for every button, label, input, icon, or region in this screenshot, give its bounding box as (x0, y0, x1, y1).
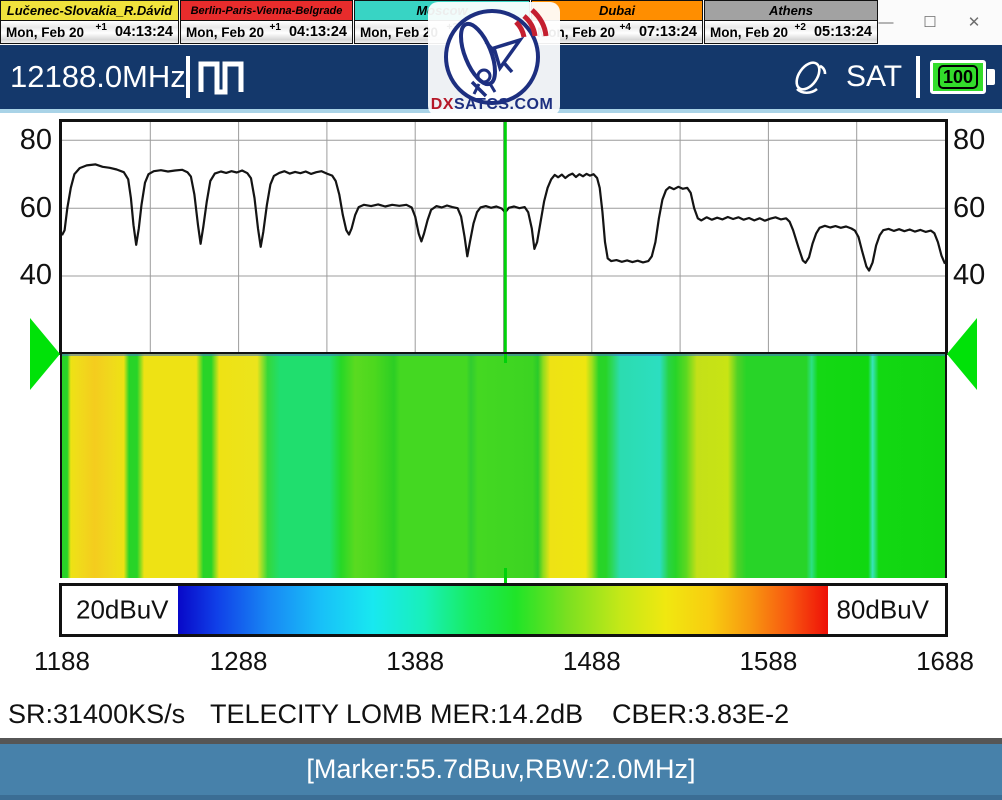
frequency-axis: 1188 1288 1388 1488 1588 1688 (34, 646, 974, 676)
marker-tick-bottom (504, 568, 507, 584)
clock-date: Mon, Feb 20 (360, 24, 439, 40)
waterfall-current-line (62, 354, 945, 356)
logo-signal-arc (522, 14, 538, 37)
y-tick-80-left: 80 (19, 124, 52, 156)
clock-lucenec-title: Lučenec-Slovakia_R.Dávid (1, 1, 178, 21)
close-icon[interactable]: ✕ (967, 14, 981, 31)
mer-readout: TELECITY LOMB MER:14.2dB (210, 699, 584, 729)
clock-city-label: Dubai (598, 3, 636, 18)
battery-level: 100 (937, 65, 979, 89)
bottom-divider (0, 738, 1002, 744)
marker-tick-top (504, 354, 507, 363)
spectrum-plot[interactable] (59, 119, 948, 355)
clock-date: Mon, Feb 20 (186, 24, 265, 40)
marker-line (503, 122, 507, 352)
clock-time: 05:13:24 (813, 24, 872, 40)
clock-utc-offset: +1 (269, 21, 281, 33)
y-tick-60-right: 60 (953, 192, 986, 224)
y-tick-40-right: 40 (953, 259, 986, 291)
clock-athens-time-row: Mon, Feb 20 +2 05:13:24 (705, 21, 877, 43)
plot-gridlines (62, 122, 945, 352)
clock-lucenec-time-row: Mon, Feb 20 +1 04:13:24 (1, 21, 178, 43)
maximize-icon[interactable]: ☐ (923, 14, 937, 31)
clock-city-label: Lučenec-Slovakia_R.Dávid (6, 3, 173, 18)
logo-figure (476, 68, 492, 84)
battery-nub (987, 69, 995, 85)
logo-sail (491, 36, 525, 72)
status-row: SR:31400KS/s TELECITY LOMB MER:14.2dB CB… (0, 699, 1002, 731)
y-tick-80-right: 80 (953, 124, 986, 156)
clock-athens-title: Athens (705, 1, 877, 21)
marker-readout-text: [Marker:55.7dBuv,RBW:2.0MHz] (306, 754, 696, 784)
clock-time: 07:13:24 (638, 24, 697, 40)
header-divider (186, 56, 190, 98)
symbol-rate-readout: SR:31400KS/s (8, 699, 186, 729)
clock-berlin[interactable]: Berlin-Paris-Vienna-Belgrade Mon, Feb 20… (180, 0, 353, 44)
y-tick-60-left: 60 (19, 192, 52, 224)
scale-min-label: 20dBuV (76, 594, 169, 625)
x-tick-1488: 1488 (562, 646, 621, 676)
clock-dubai[interactable]: Dubai Mon, Feb 20 +4 07:13:24 (531, 0, 703, 44)
cber-readout: CBER:3.83E-2 (612, 699, 790, 729)
square-wave-icon (198, 61, 244, 95)
clock-athens[interactable]: Athens Mon, Feb 20 +2 05:13:24 (704, 0, 878, 44)
clock-time: 04:13:24 (114, 24, 173, 40)
x-tick-1388: 1388 (386, 646, 445, 676)
x-tick-1188: 1188 (34, 646, 90, 676)
marker-readout-bar: [Marker:55.7dBuv,RBW:2.0MHz] (0, 744, 1002, 800)
clock-utc-offset: +1 (95, 21, 107, 33)
x-tick-1288: 1288 (209, 646, 268, 676)
tuned-frequency: 12188.0MHz (10, 59, 186, 94)
x-tick-1688: 1688 (916, 646, 974, 676)
clock-utc-offset: +4 (619, 21, 631, 33)
clock-berlin-time-row: Mon, Feb 20 +1 04:13:24 (181, 21, 352, 43)
level-color-scale: 20dBuV 80dBuV (59, 583, 948, 637)
x-tick-1588: 1588 (739, 646, 798, 676)
waterfall (60, 354, 947, 584)
battery-icon: 100 (930, 60, 986, 94)
left-marker-arrow-icon[interactable] (30, 318, 60, 390)
satellite-dish-icon (795, 61, 827, 95)
clock-berlin-title: Berlin-Paris-Vienna-Belgrade (181, 1, 352, 21)
clock-city-label: Berlin-Paris-Vienna-Belgrade (190, 4, 343, 17)
clock-date: Mon, Feb 20 (6, 24, 85, 40)
window-controls: — ☐ ✕ (864, 0, 996, 44)
spectrum-trace (62, 163, 945, 272)
clock-date: Mon, Feb 20 (710, 24, 789, 40)
clock-dubai-title: Dubai (532, 1, 702, 21)
logo-text: DXSATCS.COM (431, 96, 554, 113)
sat-mode-label: SAT (846, 60, 903, 93)
logo-signal-arc (514, 20, 527, 38)
y-tick-40-left: 40 (19, 259, 52, 291)
minimize-icon[interactable]: — (878, 13, 894, 31)
scale-max-label: 80dBuV (836, 594, 929, 625)
logo-signal-arc (530, 8, 549, 37)
clock-time: 04:13:24 (288, 24, 347, 40)
clock-city-label: Athens (768, 3, 814, 18)
dxsatcs-logo: DXSATCS.COM (428, 2, 560, 116)
right-marker-arrow-icon[interactable] (947, 318, 977, 390)
clock-lucenec[interactable]: Lučenec-Slovakia_R.Dávid Mon, Feb 20 +1 … (0, 0, 179, 44)
header-divider (916, 56, 920, 98)
clock-utc-offset: +2 (794, 21, 806, 33)
scale-gradient (178, 586, 828, 634)
